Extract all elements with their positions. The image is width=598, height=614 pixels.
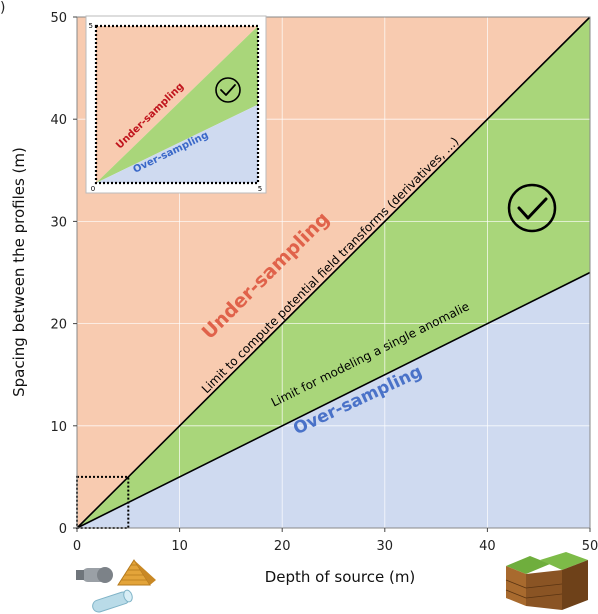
x-tick-label: 50 [582, 539, 598, 554]
source-icons [76, 552, 588, 613]
y-tick-label: 50 [50, 11, 67, 26]
x-tick-label: 0 [73, 539, 81, 554]
x-tick-label: 40 [479, 539, 496, 554]
inset-check-mark-tick [220, 84, 236, 96]
fault-top-right [540, 552, 588, 570]
inset-over-region [96, 104, 258, 183]
fault-layer [525, 583, 563, 589]
y-tick-label: 20 [50, 318, 67, 333]
fault-layer [525, 593, 563, 599]
inset-x-tick-label: 0 [91, 185, 95, 193]
cannon-icon [76, 567, 113, 583]
x-tick-label: 20 [274, 539, 291, 554]
fault-top-left [506, 556, 550, 574]
fault-layer [505, 579, 527, 589]
panel-label: ) [0, 0, 6, 16]
y-tick-label: 0 [59, 522, 67, 537]
fault-side-right [562, 560, 588, 610]
plot-border [76, 16, 591, 529]
limit-lines [76, 16, 591, 529]
cannon-ball [97, 567, 113, 583]
pyramid-side [134, 560, 156, 585]
limit-line-transforms [76, 16, 591, 529]
check-mark-icon [507, 183, 557, 233]
y-tick-label: 10 [50, 420, 67, 435]
pyramid-icon [117, 559, 156, 586]
inset-y-tick-label: 5 [89, 22, 93, 30]
x-tick-label: 30 [377, 539, 394, 554]
pipe-end [123, 589, 133, 603]
y-tick-label: 40 [50, 113, 67, 128]
inset-check-mark-circle [215, 77, 241, 103]
inset-dotted-frame [94, 24, 260, 185]
check-mark-circle [507, 183, 557, 233]
inset-x-tick-label: 5 [258, 185, 262, 193]
check-mark-tick [517, 197, 548, 220]
pipe-icon [92, 589, 133, 613]
y-tick-label: 30 [50, 215, 67, 230]
inset-valid-region [96, 26, 258, 183]
fault-layer [505, 589, 527, 599]
fault-front-mid [526, 570, 562, 610]
cannon-breech [76, 570, 84, 580]
x-axis-label: Depth of source (m) [265, 568, 416, 586]
geological-fault-icon [505, 552, 588, 610]
limit-line-single-anomalie [76, 271, 591, 529]
y-axis-label: Spacing between the profiles (m) [10, 147, 28, 397]
x-tick-label: 10 [171, 539, 188, 554]
plot-frame [76, 16, 591, 529]
